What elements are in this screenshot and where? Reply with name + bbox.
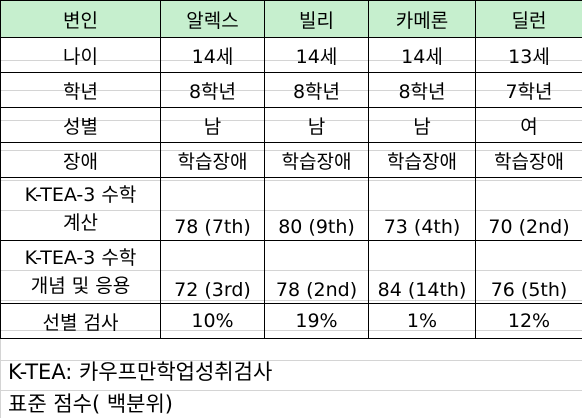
table-cell[interactable]: 학습장애 (160, 142, 265, 178)
table-cell[interactable]: 학습장애 (368, 142, 476, 178)
header-cell[interactable]: 알렉스 (160, 0, 265, 38)
table-cell[interactable]: 78 (2nd) (264, 240, 369, 304)
row-label-line: K-TEA-3 수학 (24, 184, 137, 206)
table-cell[interactable]: 1% (368, 303, 476, 339)
table-cell[interactable]: 12% (475, 303, 582, 339)
table-cell[interactable]: 73 (4th) (368, 177, 476, 241)
table-header-row: 변인 알렉스 빌리 카메론 딜런 (0, 0, 582, 38)
table-row: K-TEA-3 수학 개념 및 응용 72 (3rd) 78 (2nd) 84 … (0, 240, 582, 304)
table-cell[interactable]: 10% (160, 303, 265, 339)
footnote-abbreviation[interactable]: K-TEA: 카우프만학업성취검사 (8, 360, 273, 384)
table-cell[interactable]: 72 (3rd) (160, 240, 265, 304)
row-label-line: K-TEA-3 수학 (24, 247, 137, 269)
table-cell[interactable]: 학습장애 (264, 142, 369, 178)
table-cell[interactable]: 78 (7th) (160, 177, 265, 241)
data-table: 변인 알렉스 빌리 카메론 딜런 나이 14세 14세 14세 13세 학년 8… (0, 0, 582, 339)
table-cell[interactable]: 8학년 (160, 72, 265, 108)
table-cell[interactable]: 14세 (368, 37, 476, 73)
table-cell[interactable]: 14세 (264, 37, 369, 73)
footnote-score-type[interactable]: 표준 점수( 백분위) (8, 392, 173, 416)
table-cell[interactable]: 19% (264, 303, 369, 339)
row-label-cell[interactable]: 장애 (0, 142, 161, 178)
row-label-cell[interactable]: 선별 검사 (0, 303, 161, 339)
header-cell[interactable]: 딜런 (475, 0, 582, 38)
table-cell[interactable]: 7학년 (475, 72, 582, 108)
row-label-cell[interactable]: 학년 (0, 72, 161, 108)
row-label-cell[interactable]: 나이 (0, 37, 161, 73)
table-row: 장애 학습장애 학습장애 학습장애 학습장애 (0, 142, 582, 178)
row-label-line: 계산 (63, 212, 98, 234)
table-cell[interactable]: 여 (475, 107, 582, 143)
table-cell[interactable]: 70 (2nd) (475, 177, 582, 241)
header-cell[interactable]: 카메론 (368, 0, 476, 38)
header-cell[interactable]: 변인 (0, 0, 161, 38)
table-row: 학년 8학년 8학년 8학년 7학년 (0, 72, 582, 108)
table-cell[interactable]: 남 (368, 107, 476, 143)
table-cell[interactable]: 14세 (160, 37, 265, 73)
table-cell[interactable]: 학습장애 (475, 142, 582, 178)
table-cell[interactable]: 84 (14th) (368, 240, 476, 304)
table-row: 나이 14세 14세 14세 13세 (0, 37, 582, 73)
table-row: 선별 검사 10% 19% 1% 12% (0, 303, 582, 339)
table-cell[interactable]: 남 (160, 107, 265, 143)
row-label-cell[interactable]: K-TEA-3 수학 개념 및 응용 (0, 240, 161, 304)
row-label-cell[interactable]: 성별 (0, 107, 161, 143)
table-cell[interactable]: 8학년 (368, 72, 476, 108)
table-cell[interactable]: 8학년 (264, 72, 369, 108)
table-cell[interactable]: 남 (264, 107, 369, 143)
table-cell[interactable]: 76 (5th) (475, 240, 582, 304)
table-cell[interactable]: 80 (9th) (264, 177, 369, 241)
table-row: 성별 남 남 남 여 (0, 107, 582, 143)
table-cell[interactable]: 13세 (475, 37, 582, 73)
table-row: K-TEA-3 수학 계산 78 (7th) 80 (9th) 73 (4th)… (0, 177, 582, 241)
row-label-line: 개념 및 응용 (30, 275, 131, 297)
header-cell[interactable]: 빌리 (264, 0, 369, 38)
row-label-cell[interactable]: K-TEA-3 수학 계산 (0, 177, 161, 241)
